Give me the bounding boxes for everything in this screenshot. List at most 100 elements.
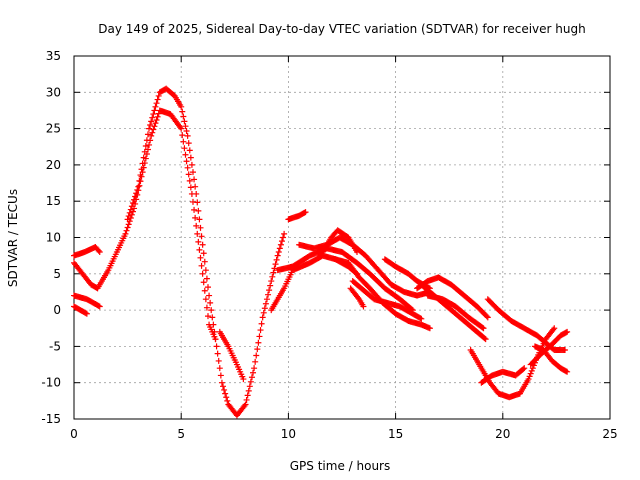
y-tick-label: 20: [46, 158, 61, 172]
data-point: [150, 126, 157, 133]
data-point: [83, 310, 90, 317]
data-point: [153, 100, 160, 107]
data-point: [137, 172, 144, 179]
data-point: [187, 184, 194, 191]
data-point: [564, 328, 571, 335]
data-point: [480, 325, 487, 332]
data-point: [281, 230, 288, 237]
data-point: [205, 313, 211, 320]
data-point: [563, 329, 570, 336]
data-point: [528, 367, 535, 374]
data-point: [198, 233, 205, 240]
y-tick-label: -5: [49, 339, 61, 353]
data-point: [195, 207, 202, 214]
x-tick-label: 5: [177, 427, 185, 441]
data-point: [272, 261, 279, 268]
data-point: [151, 123, 158, 130]
data-point: [216, 365, 223, 372]
data-point: [213, 343, 220, 350]
data-point: [140, 154, 147, 161]
data-point: [563, 368, 570, 375]
data-point: [276, 245, 283, 252]
data-point: [550, 326, 557, 333]
data-point: [179, 132, 186, 139]
satellite-track-6: [216, 328, 247, 383]
data-point: [154, 96, 161, 103]
data-point: [181, 145, 188, 152]
data-point: [205, 284, 211, 291]
data-point: [180, 138, 187, 145]
data-point: [278, 238, 285, 245]
data-point: [254, 346, 261, 353]
y-tick-label: 15: [46, 194, 61, 208]
satellite-track-2: [71, 107, 219, 343]
y-tick-label: 25: [46, 122, 61, 136]
satellite-track-3: [71, 292, 103, 310]
data-point: [82, 310, 89, 317]
data-point: [187, 154, 194, 161]
data-point: [194, 199, 201, 206]
data-point: [200, 279, 207, 286]
data-point: [186, 147, 193, 154]
data-point: [184, 164, 191, 171]
data-point: [269, 273, 276, 280]
data-point: [195, 238, 202, 245]
data-point: [197, 224, 204, 231]
y-tick-label: -15: [41, 412, 61, 426]
data-point: [134, 186, 141, 193]
data-point: [257, 327, 264, 334]
data-point: [154, 113, 161, 120]
data-point: [150, 111, 157, 118]
satellite-track-5: [124, 85, 288, 419]
x-tick-label: 0: [70, 427, 78, 441]
y-axis-label: SDTVAR / TECUs: [6, 189, 20, 287]
data-point: [417, 315, 424, 322]
data-point: [561, 347, 568, 354]
data-point: [271, 265, 278, 272]
data-point: [146, 141, 153, 148]
data-point: [144, 146, 151, 153]
data-point: [178, 125, 185, 132]
data-point: [210, 321, 217, 328]
data-point: [280, 234, 287, 241]
satellite-track-1: [71, 243, 103, 259]
data-point: [124, 224, 131, 231]
data-point: [131, 196, 138, 203]
data-point: [217, 372, 224, 379]
data-point: [529, 365, 536, 372]
data-point: [152, 120, 159, 127]
data-point: [526, 373, 533, 380]
satellite-track-11: [317, 227, 361, 259]
data-point: [149, 114, 156, 121]
data-point: [201, 287, 208, 294]
y-tick-label: -10: [41, 376, 61, 390]
y-tick-label: 5: [53, 267, 61, 281]
data-point: [243, 396, 250, 403]
satellite-track-16: [414, 274, 491, 321]
data-point: [125, 221, 132, 228]
data-point: [211, 328, 218, 335]
data-point: [135, 183, 142, 190]
satellite-track-17: [418, 281, 489, 343]
data-point: [215, 357, 222, 364]
data-point: [181, 118, 188, 125]
data-point: [208, 307, 215, 314]
data-point: [155, 92, 162, 99]
data-point: [124, 216, 131, 223]
data-point: [136, 177, 143, 184]
data-point: [266, 287, 273, 294]
data-point: [241, 402, 248, 409]
grid-lines: [74, 56, 610, 419]
data-point: [248, 374, 255, 381]
data-point: [265, 291, 272, 298]
data-point: [186, 177, 193, 184]
data-point: [182, 123, 189, 130]
y-tick-label: 35: [46, 49, 61, 63]
data-point: [274, 252, 281, 259]
data-point: [182, 151, 189, 158]
data-point: [301, 209, 308, 216]
data-point: [273, 256, 280, 263]
data-point: [149, 129, 156, 136]
data-point: [202, 267, 209, 274]
data-point: [188, 161, 195, 168]
